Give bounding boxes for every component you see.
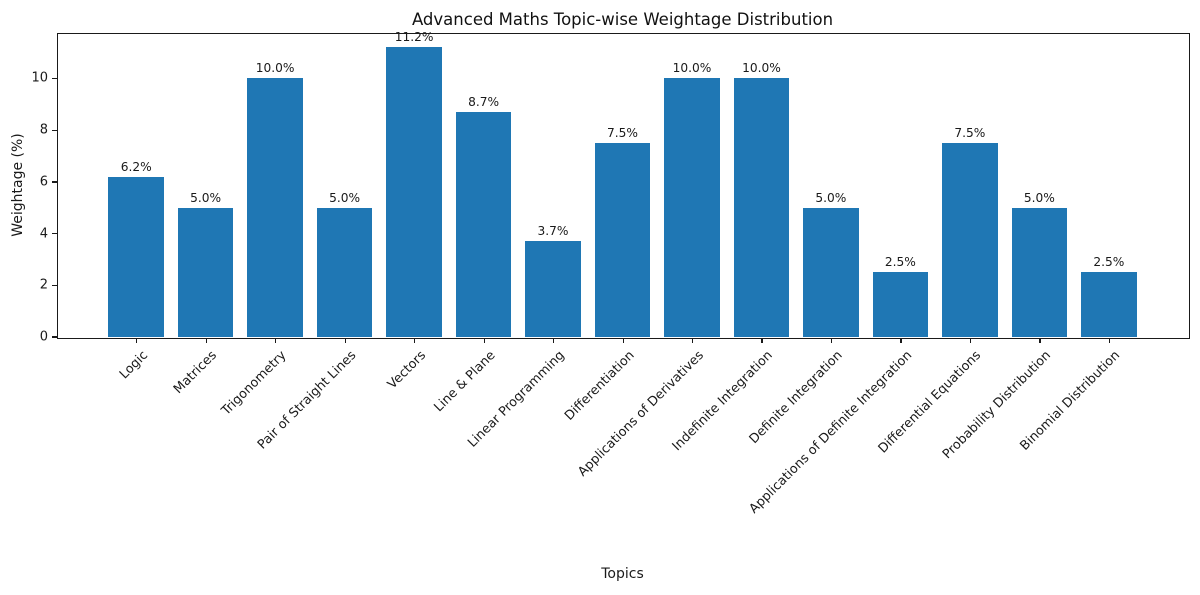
bar (733, 78, 790, 337)
bar-value-label: 8.7% (468, 95, 500, 110)
bar (594, 143, 651, 337)
x-tick-label: Matrices (171, 348, 221, 398)
x-tick-label: Trigonometry (219, 348, 290, 419)
bar (942, 143, 998, 337)
bar (177, 207, 234, 337)
y-tick (52, 129, 57, 131)
bar (872, 272, 929, 337)
x-tick (136, 338, 138, 344)
bar-value-label: 6.2% (120, 159, 152, 174)
bar (803, 207, 859, 337)
bar-value-label: 2.5% (884, 255, 916, 270)
x-tick (761, 338, 763, 344)
bar (316, 207, 373, 337)
x-tick-label: Logic (116, 348, 151, 383)
y-tick-label: 2 (39, 277, 48, 293)
y-tick (52, 232, 57, 235)
bar (386, 47, 442, 337)
x-tick-label: Vectors (384, 348, 429, 393)
bar-value-label: 10.0% (742, 61, 781, 76)
bar-value-label: 5.0% (1023, 190, 1055, 205)
bar-value-label: 7.5% (954, 126, 986, 141)
x-tick (622, 338, 624, 344)
x-tick (691, 338, 694, 344)
x-axis-title: Topics (601, 566, 644, 582)
bar (1011, 207, 1068, 337)
x-tick (275, 338, 277, 344)
bar-value-label: 10.0% (255, 61, 295, 76)
x-tick (483, 338, 485, 344)
x-tick-label: Applications of Derivatives (574, 348, 707, 480)
x-tick (344, 338, 346, 344)
bar-value-label: 10.0% (672, 61, 712, 76)
bar-value-label: 5.0% (190, 190, 222, 205)
bar-value-label: 7.5% (607, 126, 638, 141)
y-tick (52, 336, 57, 338)
x-tick (900, 338, 902, 344)
y-tick (52, 77, 57, 80)
y-tick-label: 6 (39, 174, 48, 190)
x-tick (553, 338, 555, 344)
y-tick-label: 8 (39, 122, 48, 138)
x-tick-label: Differentiation (561, 348, 638, 424)
x-tick (414, 338, 416, 344)
bar-value-label: 2.5% (1093, 255, 1125, 270)
x-tick (830, 338, 833, 344)
y-tick-label: 10 (31, 70, 48, 86)
x-tick-label: Line & Plane (431, 348, 499, 416)
bar (525, 241, 581, 337)
bar (455, 112, 512, 337)
bar-value-label: 11.2% (394, 30, 434, 45)
bar-value-label: 5.0% (329, 190, 361, 205)
x-tick (969, 338, 972, 344)
bar (108, 176, 164, 337)
y-tick-label: 0 (39, 329, 48, 345)
bar-value-label: 3.7% (537, 224, 569, 239)
y-tick (52, 181, 57, 183)
y-tick (52, 284, 57, 286)
y-axis-title: Weightage (%) (10, 133, 26, 237)
y-tick-label: 4 (39, 226, 48, 242)
x-tick (1039, 338, 1041, 344)
bar (247, 78, 303, 337)
chart-title: Advanced Maths Topic-wise Weightage Dist… (411, 10, 834, 29)
bar-value-label: 5.0% (815, 190, 847, 205)
bar (664, 78, 720, 337)
x-tick (1108, 338, 1111, 344)
x-tick (205, 338, 207, 344)
bar (1081, 272, 1137, 337)
